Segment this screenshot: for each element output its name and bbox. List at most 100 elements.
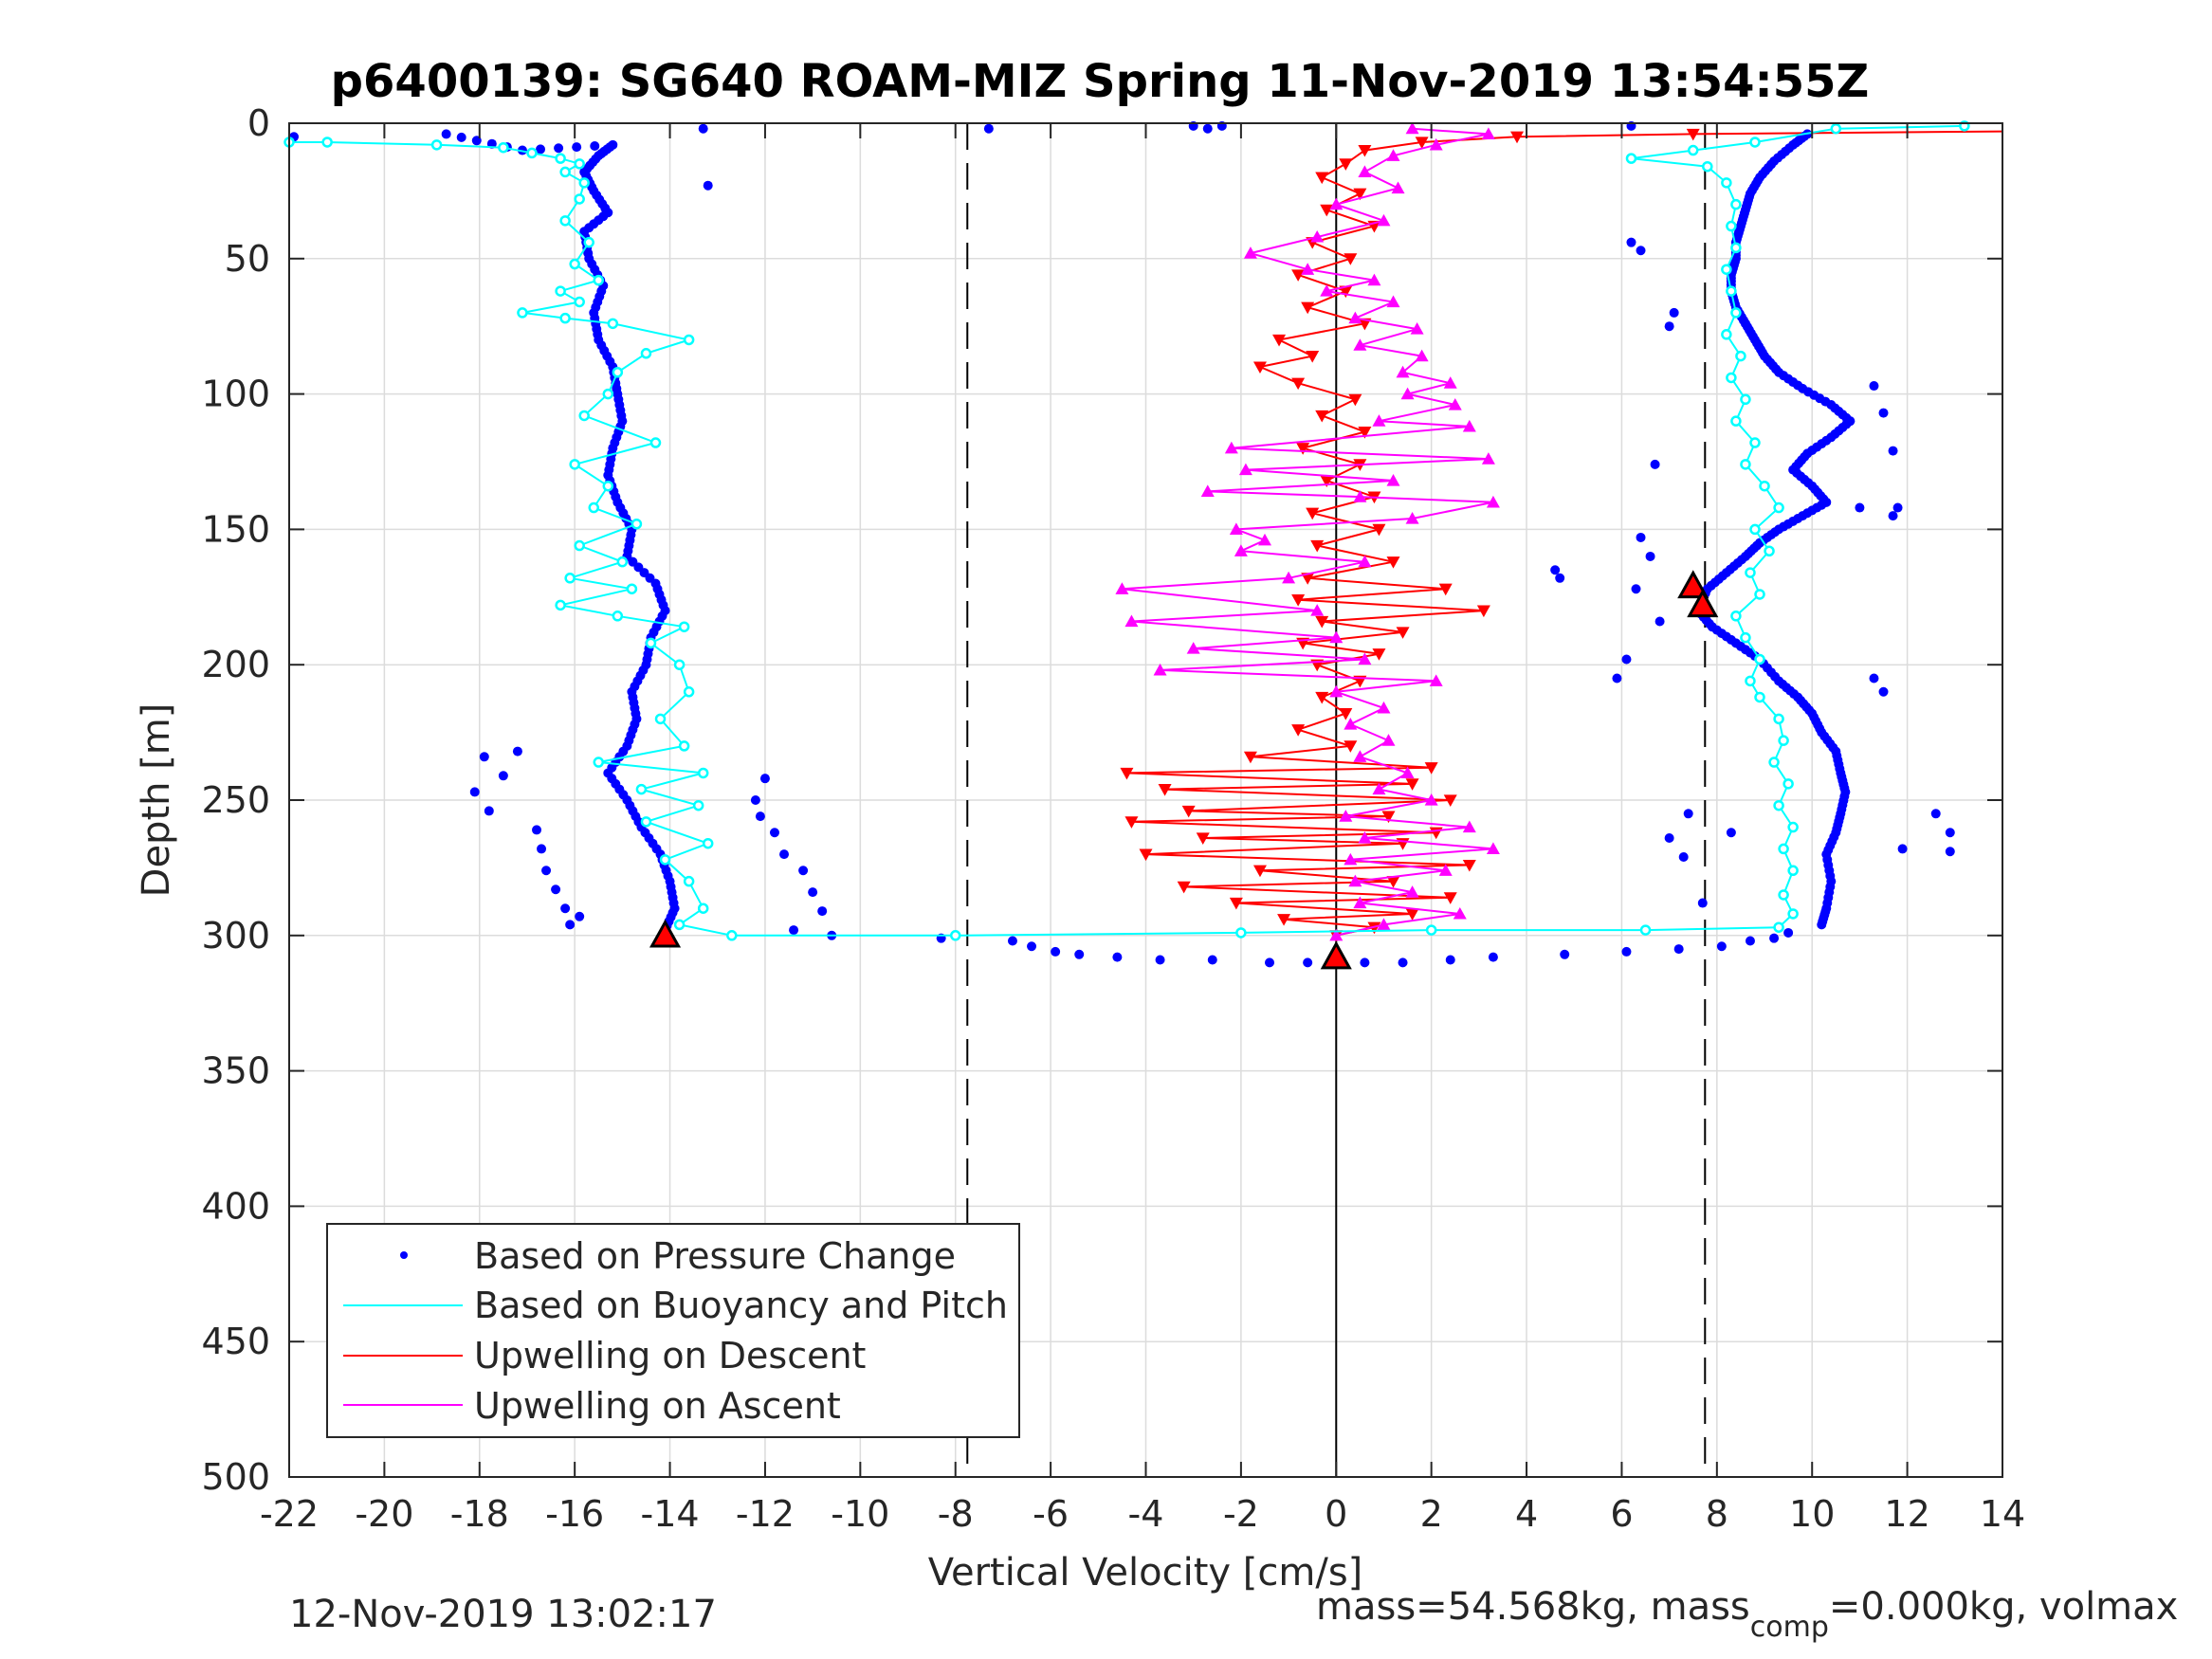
upwelling-ascent-marker xyxy=(1438,864,1453,876)
upwelling-descent-marker xyxy=(1139,848,1153,862)
buoyancy-pitch-marker xyxy=(1764,545,1775,556)
pressure-change-point xyxy=(456,132,466,142)
upwelling-ascent-marker xyxy=(1200,484,1215,498)
upwelling-ascent-marker xyxy=(1282,571,1296,584)
buoyancy-pitch-marker xyxy=(1425,924,1437,936)
pressure-change-point xyxy=(469,787,480,797)
pressure-change-point xyxy=(541,866,552,876)
upwelling-ascent-marker xyxy=(1124,614,1139,628)
footer-timestamp: 12-Nov-2019 13:02:17 xyxy=(289,1593,717,1636)
pressure-change-point xyxy=(1897,844,1908,854)
upwelling-ascent-marker xyxy=(1486,495,1500,508)
upwelling-ascent-marker xyxy=(1339,810,1353,822)
buoyancy-pitch-marker xyxy=(1787,865,1799,877)
upwelling-ascent-marker xyxy=(1353,896,1367,909)
pressure-change-point xyxy=(590,140,600,151)
upwelling-ascent-marker xyxy=(1415,349,1429,362)
pressure-change-point xyxy=(1550,565,1561,575)
upwelling-descent-marker xyxy=(1358,144,1372,157)
pressure-change-point xyxy=(1202,123,1213,134)
pressure-change-point xyxy=(1745,936,1755,946)
upwelling-ascent-marker xyxy=(1391,181,1405,194)
buoyancy-pitch-marker xyxy=(1740,631,1751,644)
pressure-change-point xyxy=(479,752,489,762)
buoyancy-pitch-marker xyxy=(555,153,566,164)
buoyancy-pitch-marker xyxy=(1726,372,1737,384)
x-tick-label: 0 xyxy=(1325,1493,1347,1535)
upwelling-descent-marker xyxy=(1386,876,1400,888)
upwelling-ascent-marker xyxy=(1353,338,1367,351)
pressure-change-point xyxy=(1621,946,1632,957)
upwelling-descent-marker xyxy=(1358,426,1372,439)
buoyancy-pitch-marker xyxy=(1778,735,1789,746)
buoyancy-pitch-marker xyxy=(697,902,709,914)
buoyancy-pitch-marker xyxy=(430,139,443,151)
pressure-change-point xyxy=(1869,673,1879,684)
y-tick-label: 300 xyxy=(201,915,270,957)
upwelling-ascent-marker xyxy=(1448,398,1462,410)
x-tick-label: -20 xyxy=(355,1493,413,1535)
upwelling-descent-marker xyxy=(1344,253,1358,265)
buoyancy-pitch-marker xyxy=(517,307,528,319)
pressure-change-point xyxy=(1683,809,1693,819)
upwelling-ascent-marker xyxy=(1481,452,1495,465)
pressure-change-point xyxy=(1673,944,1684,955)
pressure-change-point xyxy=(1445,955,1455,965)
footer-mass-subscript: comp xyxy=(1750,1611,1829,1644)
legend-label-buoyancy: Based on Buoyancy and Pitch xyxy=(474,1285,1008,1326)
upwelling-descent-marker xyxy=(1415,137,1429,149)
pressure-change-point xyxy=(554,143,564,154)
buoyancy-pitch-marker xyxy=(645,637,657,649)
buoyancy-pitch-marker xyxy=(1726,220,1737,232)
buoyancy-pitch-marker xyxy=(1745,675,1756,687)
upwelling-descent-marker xyxy=(1291,594,1306,607)
upwelling-descent-marker xyxy=(1243,751,1257,764)
turnaround-triangle xyxy=(1677,570,1709,599)
upwelling-ascent-marker xyxy=(1424,793,1438,806)
buoyancy-pitch-marker xyxy=(678,621,690,632)
y-tick-label: 50 xyxy=(225,238,270,280)
pressure-change-point xyxy=(1645,551,1655,561)
x-tick-label: -2 xyxy=(1223,1493,1259,1535)
pressure-change-point xyxy=(1631,584,1641,594)
buoyancy-pitch-marker xyxy=(697,767,709,779)
upwelling-ascent-marker xyxy=(1400,766,1415,779)
buoyancy-pitch-marker xyxy=(626,583,638,594)
y-tick-label: 200 xyxy=(201,644,270,685)
upwelling-descent-marker xyxy=(1405,778,1419,791)
pressure-change-point xyxy=(1878,686,1889,697)
buoyancy-pitch-marker xyxy=(555,599,566,611)
upwelling-ascent-marker xyxy=(1429,137,1443,151)
pressure-change-point xyxy=(1650,459,1660,469)
buoyancy-pitch-marker xyxy=(1782,778,1794,790)
pressure-change-point xyxy=(759,774,770,784)
upwelling-descent-marker xyxy=(1252,361,1267,374)
turnaround-triangle xyxy=(649,919,682,948)
pressure-change-point xyxy=(1945,828,1955,838)
x-tick-label: -10 xyxy=(831,1493,889,1535)
y-axis-label: Depth [m] xyxy=(135,703,178,898)
buoyancy-pitch-marker xyxy=(1759,480,1770,492)
upwelling-descent-marker xyxy=(1510,131,1525,144)
upwelling-ascent-marker xyxy=(1344,852,1358,866)
buoyancy-pitch-marker xyxy=(555,285,566,297)
buoyancy-pitch-marker xyxy=(1730,307,1742,319)
pressure-change-point xyxy=(1027,941,1037,952)
buoyancy-pitch-marker xyxy=(1721,264,1732,275)
pressure-change-point xyxy=(512,746,522,757)
buoyancy-pitch-marker xyxy=(1749,137,1761,148)
pressure-change-point xyxy=(1716,941,1727,952)
upwelling-descent-marker xyxy=(1348,393,1362,407)
y-tick-label: 0 xyxy=(247,102,270,144)
buoyancy-pitch-marker xyxy=(1625,153,1637,164)
legend: Based on Pressure Change Based on Buoyan… xyxy=(326,1223,1020,1438)
pressure-change-point xyxy=(1051,946,1061,957)
buoyancy-pitch-marker xyxy=(564,573,576,584)
buoyancy-pitch-marker xyxy=(635,783,648,795)
buoyancy-pitch-marker xyxy=(321,137,333,148)
upwelling-ascent-marker xyxy=(1481,127,1495,140)
pressure-change-point xyxy=(1678,851,1689,862)
upwelling-descent-marker xyxy=(1301,573,1315,585)
upwelling-descent-marker xyxy=(1405,908,1419,921)
